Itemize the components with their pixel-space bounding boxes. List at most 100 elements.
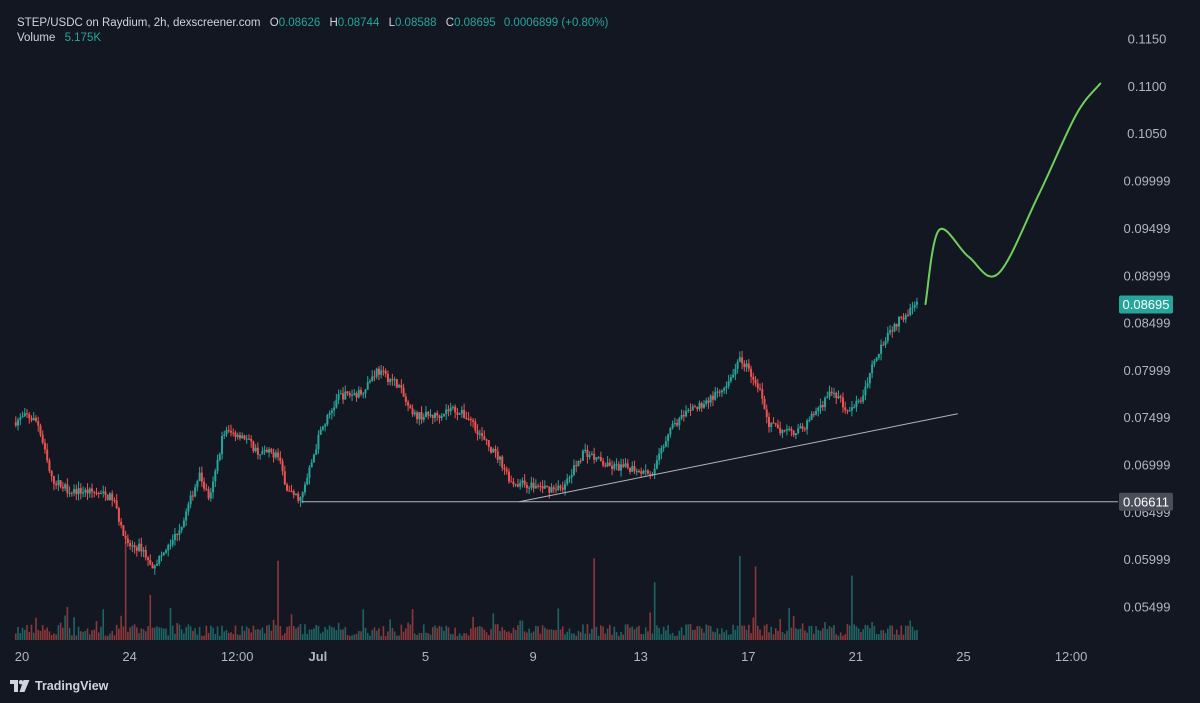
- candle-body: [227, 430, 230, 432]
- volume-bar: [205, 625, 208, 640]
- candle-body: [162, 552, 165, 556]
- volume-bar: [790, 627, 793, 640]
- y-tick-label: 0.1150: [1128, 32, 1167, 47]
- volume-bar: [138, 633, 140, 640]
- candle-body: [568, 477, 571, 479]
- candle-body: [375, 368, 378, 377]
- candle-body: [151, 564, 154, 569]
- candle-body: [725, 386, 728, 389]
- candle-body: [445, 409, 448, 414]
- volume-bar: [198, 626, 201, 640]
- volume-bar: [149, 594, 152, 640]
- candle-body: [377, 368, 380, 375]
- volume-bar: [221, 625, 223, 640]
- candle-body: [277, 452, 280, 458]
- candle-body: [288, 490, 291, 492]
- candle-body: [561, 487, 564, 490]
- volume-bar: [445, 625, 447, 640]
- rising-trendline[interactable]: [519, 413, 958, 503]
- volume-bar: [281, 635, 284, 640]
- projection-line[interactable]: [924, 82, 1102, 306]
- candle-body: [351, 394, 354, 396]
- volume-label[interactable]: Volume: [17, 32, 56, 44]
- x-tick-label: 9: [529, 649, 536, 664]
- tradingview-attribution[interactable]: TradingView: [10, 679, 108, 693]
- candle-body: [588, 455, 591, 457]
- volume-bar: [30, 624, 33, 640]
- volume-bar: [633, 629, 636, 640]
- candle-body: [528, 487, 531, 489]
- legend-volume-row: Volume 5.175K: [17, 31, 608, 46]
- x-tick-label: 17: [741, 649, 755, 664]
- candle-body: [483, 436, 486, 440]
- candle-body: [79, 488, 82, 494]
- candle-body: [337, 394, 340, 400]
- volume-bar: [626, 624, 629, 640]
- candle-body: [229, 430, 232, 433]
- candle-body: [651, 473, 654, 475]
- candle-body: [687, 409, 690, 411]
- candle-body: [599, 457, 602, 461]
- volume-bar: [438, 625, 441, 640]
- volume-bar: [100, 626, 102, 640]
- volume-bar: [236, 634, 239, 640]
- candle-body: [256, 447, 259, 455]
- symbol-title[interactable]: STEP/USDC on Raydium, 2h, dexscreener.co…: [17, 17, 261, 29]
- candle-body: [602, 460, 605, 466]
- volume-bar: [761, 635, 764, 640]
- price-axis[interactable]: 0.1150 0.1100 0.1050 0.09999 0.09499 0.08999 0…: [1124, 32, 1171, 615]
- volume-bar: [644, 627, 647, 640]
- x-tick-label: 5: [422, 649, 429, 664]
- volume-bar: [133, 624, 136, 640]
- candle-body: [346, 391, 349, 394]
- candle-body: [315, 449, 318, 455]
- time-axis[interactable]: 20 24 12:00 Jul 5 9 13 17 21 25 12:00: [15, 649, 1088, 664]
- candle-body: [752, 376, 755, 380]
- candle-body: [467, 418, 470, 420]
- candle-body: [539, 485, 542, 487]
- candle-body: [194, 487, 197, 497]
- candle-body: [391, 379, 394, 381]
- candle-body: [366, 382, 369, 390]
- candle-body: [826, 396, 829, 399]
- last-price-label: 0.08695: [1123, 297, 1170, 312]
- candle-body: [373, 376, 376, 378]
- volume-bar: [286, 626, 288, 640]
- volume-bar: [463, 633, 465, 640]
- candle-body: [171, 539, 174, 545]
- volume-bar: [783, 633, 786, 640]
- close-value: 0.08695: [454, 17, 496, 29]
- volume-bar: [277, 560, 279, 640]
- candle-body: [454, 406, 457, 413]
- candle-body: [185, 511, 188, 521]
- candle-body: [555, 489, 558, 491]
- candle-body: [597, 457, 600, 459]
- candle-body: [819, 404, 822, 409]
- candle-body: [738, 357, 741, 362]
- volume-bar: [270, 630, 273, 640]
- candle-body: [606, 462, 609, 467]
- volume-bar: [830, 627, 833, 640]
- volume-bar: [494, 624, 497, 640]
- candle-body: [333, 407, 336, 411]
- volume-bar: [604, 633, 607, 640]
- candle-body: [17, 419, 20, 426]
- candle-body: [223, 434, 226, 436]
- volume-bar: [519, 620, 521, 640]
- volume-bar: [541, 625, 544, 640]
- volume-bar: [575, 635, 578, 640]
- volume-bar: [259, 629, 261, 640]
- candle-body: [579, 460, 582, 462]
- candle-body: [308, 467, 311, 478]
- volume-bar: [248, 628, 250, 640]
- candle-body: [84, 489, 87, 493]
- candle-body: [507, 471, 510, 482]
- candle-body: [209, 492, 212, 499]
- candle-body: [149, 560, 152, 565]
- candle-body: [368, 380, 371, 383]
- volume-bar: [875, 633, 878, 640]
- candle-body: [469, 418, 472, 421]
- volume-bar: [97, 632, 100, 640]
- volume-bar: [544, 627, 546, 640]
